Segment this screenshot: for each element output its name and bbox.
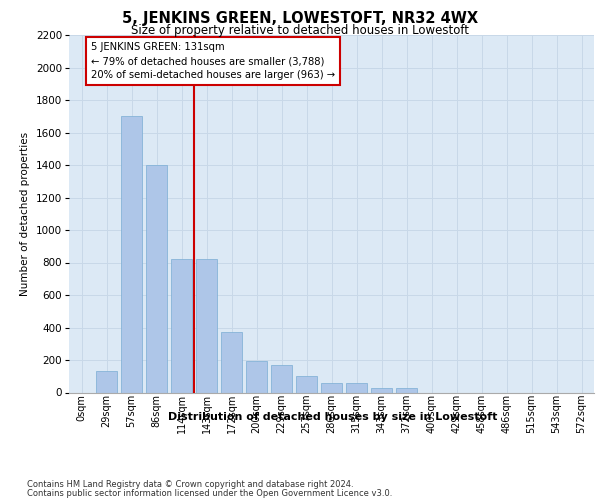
Bar (121, 116, 142, 392)
Bar (96, 372, 117, 392)
Text: 5, JENKINS GREEN, LOWESTOFT, NR32 4WX: 5, JENKINS GREEN, LOWESTOFT, NR32 4WX (122, 11, 478, 26)
Text: Distribution of detached houses by size in Lowestoft: Distribution of detached houses by size … (169, 412, 497, 422)
Bar (321, 383, 342, 392)
Bar (146, 165, 167, 392)
Bar (396, 388, 417, 392)
Bar (221, 332, 242, 392)
Bar (271, 365, 292, 392)
Bar (171, 260, 192, 392)
Text: 5 JENKINS GREEN: 131sqm
← 79% of detached houses are smaller (3,788)
20% of semi: 5 JENKINS GREEN: 131sqm ← 79% of detache… (91, 42, 335, 80)
Text: Size of property relative to detached houses in Lowestoft: Size of property relative to detached ho… (131, 24, 469, 37)
Y-axis label: Number of detached properties: Number of detached properties (20, 132, 30, 296)
Bar (346, 383, 367, 392)
Text: Contains public sector information licensed under the Open Government Licence v3: Contains public sector information licen… (27, 488, 392, 498)
Text: Contains HM Land Registry data © Crown copyright and database right 2024.: Contains HM Land Registry data © Crown c… (27, 480, 353, 489)
Bar (296, 376, 317, 392)
Bar (371, 388, 392, 392)
Bar (246, 361, 267, 392)
Bar (196, 260, 217, 392)
